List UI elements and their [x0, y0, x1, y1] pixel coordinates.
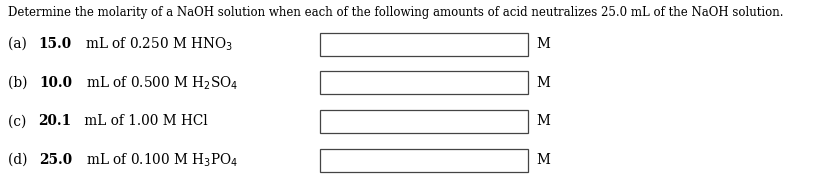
Text: (a): (a)	[8, 37, 32, 51]
Text: M: M	[537, 76, 551, 90]
Text: M: M	[537, 114, 551, 128]
Text: M: M	[537, 153, 551, 167]
FancyBboxPatch shape	[320, 33, 528, 56]
Text: Determine the molarity of a NaOH solution when each of the following amounts of : Determine the molarity of a NaOH solutio…	[8, 6, 784, 19]
FancyBboxPatch shape	[320, 110, 528, 133]
Text: M: M	[537, 37, 551, 51]
FancyBboxPatch shape	[320, 71, 528, 94]
Text: (c): (c)	[8, 114, 31, 128]
Text: 20.1: 20.1	[37, 114, 71, 128]
Text: 15.0: 15.0	[38, 37, 72, 51]
FancyBboxPatch shape	[320, 149, 528, 171]
Text: 25.0: 25.0	[39, 153, 72, 167]
Text: mL of 0.250 M HNO$_{3}$: mL of 0.250 M HNO$_{3}$	[81, 36, 233, 53]
Text: mL of 1.00 M HCl: mL of 1.00 M HCl	[81, 114, 208, 128]
Text: (d): (d)	[8, 153, 32, 167]
Text: 10.0: 10.0	[39, 76, 72, 90]
Text: (b): (b)	[8, 76, 32, 90]
Text: mL of 0.100 M H$_{3}$PO$_{4}$: mL of 0.100 M H$_{3}$PO$_{4}$	[82, 151, 238, 169]
Text: mL of 0.500 M H$_{2}$SO$_{4}$: mL of 0.500 M H$_{2}$SO$_{4}$	[82, 74, 238, 91]
